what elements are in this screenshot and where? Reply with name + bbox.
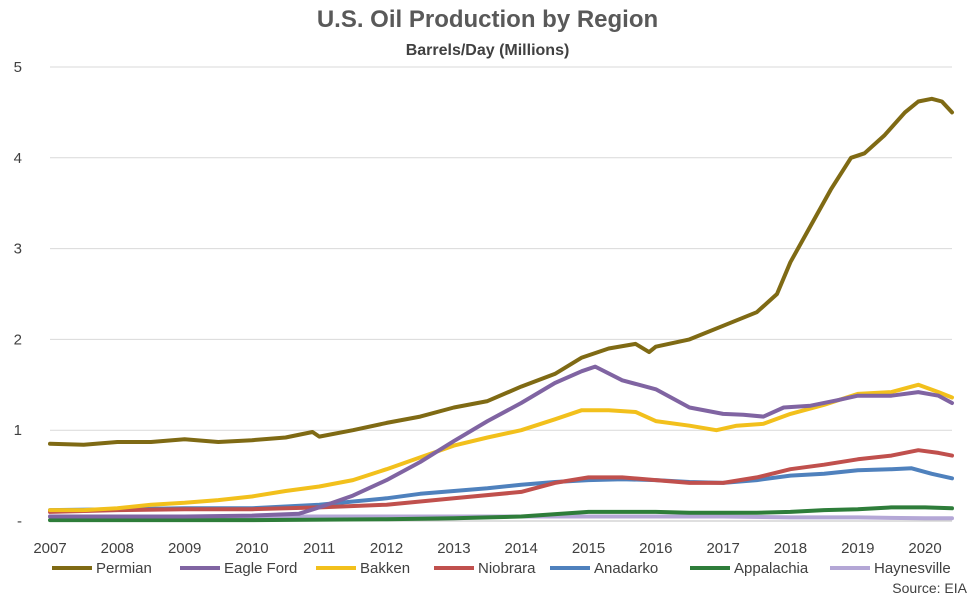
x-tick-label: 2011 — [303, 540, 335, 557]
series-line-niobrara — [48, 448, 954, 514]
x-tick-label: 2013 — [437, 540, 470, 557]
gridlines — [50, 66, 952, 522]
y-axis-ticks: - 1 2 3 4 5 — [14, 59, 22, 530]
x-tick-label: 2014 — [505, 540, 538, 557]
legend-label: Haynesville — [874, 560, 951, 577]
legend-label: Anadarko — [594, 560, 658, 577]
legend-label: Bakken — [360, 560, 410, 577]
x-tick-label: 2018 — [774, 540, 807, 557]
x-tick-label: 2010 — [235, 540, 268, 557]
y-tick-label: 2 — [14, 331, 22, 348]
x-tick-label: 2016 — [639, 540, 672, 557]
y-tick-label: 4 — [14, 150, 22, 167]
x-tick-label: 2008 — [101, 540, 134, 557]
y-tick-label: 5 — [14, 59, 22, 76]
series-line-appalachia — [48, 505, 954, 523]
legend-label: Appalachia — [734, 560, 809, 577]
source-note: Source: EIA — [892, 580, 967, 596]
series-line-haynesville — [48, 514, 954, 521]
x-tick-label: 2017 — [706, 540, 739, 557]
chart-subtitle: Barrels/Day (Millions) — [405, 42, 570, 59]
legend: Permian Eagle Ford Bakken Niobrara Anadarko A… — [52, 560, 951, 577]
x-tick-label: 2015 — [572, 540, 605, 557]
series-line-eagle-ford — [48, 364, 954, 519]
y-tick-label: 1 — [14, 422, 22, 439]
x-tick-label: 2020 — [908, 540, 941, 557]
y-tick-label: 3 — [14, 241, 22, 258]
x-tick-label: 2007 — [33, 540, 66, 557]
chart-title: U.S. Oil Production by Region — [316, 6, 659, 33]
y-tick-label: - — [17, 513, 22, 530]
x-tick-label: 2009 — [168, 540, 201, 557]
legend-label: Eagle Ford — [224, 560, 297, 577]
series-line-anadarko — [48, 466, 954, 513]
x-tick-label: 2012 — [370, 540, 403, 557]
series-line-permian — [48, 96, 954, 447]
legend-label: Permian — [96, 560, 152, 577]
x-axis-ticks: 2007 2008 2009 2010 2011 2012 2013 2014 2015 2016… — [33, 540, 941, 557]
x-tick-label: 2019 — [841, 540, 874, 557]
legend-label: Niobrara — [478, 560, 536, 577]
series-lines — [48, 96, 954, 523]
